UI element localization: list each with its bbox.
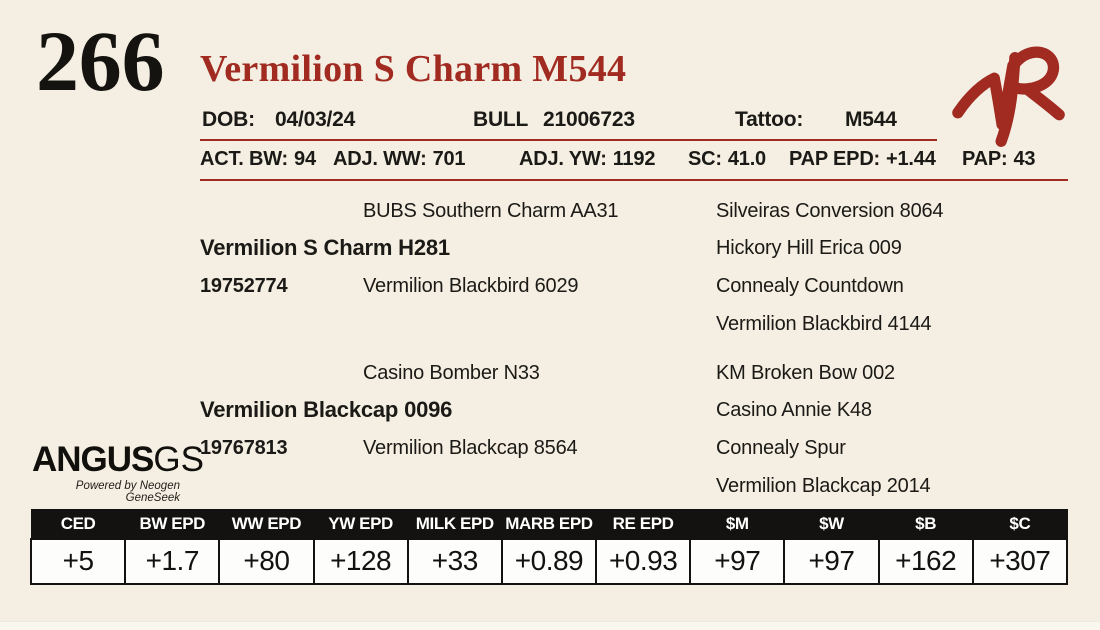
angus-gs-logo: ANGUSGS Powered by Neogen GeneSeek bbox=[32, 440, 204, 504]
epd-table-header: CED BW EPD WW EPD YW EPD MILK EPD MARB E… bbox=[30, 509, 1068, 539]
epd-value-cell: +97 bbox=[689, 537, 786, 585]
epd-value-cell: +128 bbox=[312, 537, 409, 585]
epd-col-header: $M bbox=[689, 509, 785, 539]
stat-value: 41.0 bbox=[727, 148, 766, 170]
angus-gs-tagline: Powered by Neogen GeneSeek bbox=[75, 480, 180, 504]
stat-value: 94 bbox=[294, 148, 316, 170]
epd-value-cell: +0.93 bbox=[595, 537, 692, 585]
epd-col-header: BW EPD bbox=[124, 509, 220, 539]
epd-value-cell: +0.89 bbox=[500, 537, 598, 585]
sire-registration: 19752774 bbox=[200, 275, 288, 297]
registration-number: 21006723 bbox=[543, 108, 635, 131]
dam-grandsire: Casino Bomber N33 bbox=[363, 362, 540, 384]
epd-col-header: MARB EPD bbox=[501, 509, 597, 539]
dam-granddam: Vermilion Blackcap 8564 bbox=[363, 437, 578, 459]
sire-ancestor-3: Connealy Countdown bbox=[716, 275, 904, 297]
divider-line-bottom bbox=[200, 179, 1068, 181]
stat-value: 1192 bbox=[612, 148, 656, 170]
stat-label: ADJ. YW: bbox=[519, 148, 607, 170]
epd-value-cell: +80 bbox=[218, 537, 315, 585]
dam-ancestor-4: Vermilion Blackcap 2014 bbox=[716, 475, 931, 497]
epd-col-header: $W bbox=[783, 509, 880, 539]
sire-grandsire: BUBS Southern Charm AA31 bbox=[363, 200, 619, 222]
stat-pap-epd: PAP EPD: +1.44 bbox=[789, 148, 936, 171]
gs-word: GS bbox=[153, 440, 204, 479]
dam-ancestor-2: Casino Annie K48 bbox=[716, 399, 872, 421]
epd-value-cell: +162 bbox=[877, 537, 974, 585]
performance-stats-row: ACT. BW: 94 ADJ. WW: 701 ADJ. YW: 1192 SC: 4… bbox=[0, 148, 1100, 176]
stat-label: ADJ. WW: bbox=[333, 148, 427, 170]
animal-name-title: Vermilion S Charm M544 bbox=[200, 48, 627, 90]
page-edge-strip bbox=[0, 621, 1100, 630]
epd-table: CED BW EPD WW EPD YW EPD MILK EPD MARB E… bbox=[29, 509, 1069, 585]
epd-value-cell: +5 bbox=[29, 537, 127, 585]
stat-pap: PAP: 43 bbox=[962, 148, 1036, 171]
sire-name: Vermilion S Charm H281 bbox=[200, 235, 450, 260]
stat-label: PAP EPD: bbox=[789, 148, 881, 170]
stat-value: +1.44 bbox=[886, 148, 936, 170]
sire-ancestor-4: Vermilion Blackbird 4144 bbox=[716, 313, 932, 335]
sire-granddam: Vermilion Blackbird 6029 bbox=[363, 275, 579, 297]
divider-line-top bbox=[200, 139, 937, 141]
stat-sc: SC: 41.0 bbox=[688, 148, 766, 171]
epd-col-header: CED bbox=[30, 509, 126, 539]
epd-value-cell: +1.7 bbox=[124, 537, 221, 585]
stat-label: PAP: bbox=[962, 148, 1008, 170]
epd-value-cell: +97 bbox=[783, 537, 880, 585]
angus-gs-wordmark: ANGUSGS bbox=[32, 440, 204, 479]
dob-label: DOB: bbox=[202, 108, 255, 131]
dam-ancestor-1: KM Broken Bow 002 bbox=[716, 362, 895, 384]
stat-label: SC: bbox=[688, 148, 722, 170]
epd-value-cell: +307 bbox=[971, 537, 1069, 585]
stat-adj-yw: ADJ. YW: 1192 bbox=[519, 148, 655, 171]
dob-value: 04/03/24 bbox=[275, 108, 356, 131]
sire-ancestor-2: Hickory Hill Erica 009 bbox=[716, 237, 902, 259]
epd-col-header: WW EPD bbox=[218, 509, 315, 539]
stat-adj-ww: ADJ. WW: 701 bbox=[333, 148, 466, 171]
dam-name: Vermilion Blackcap 0096 bbox=[200, 397, 453, 422]
tattoo-value: M544 bbox=[845, 108, 897, 131]
stat-act-bw: ACT. BW: 94 bbox=[200, 148, 316, 171]
epd-col-header: $B bbox=[878, 509, 974, 539]
sire-ancestor-1: Silveiras Conversion 8064 bbox=[716, 200, 944, 222]
epd-value-row: +5 +1.7 +80 +128 +33 +0.89 +0.93 +97 +97… bbox=[29, 537, 1069, 585]
stat-value: 43 bbox=[1013, 148, 1036, 170]
stat-label: ACT. BW: bbox=[200, 148, 289, 170]
epd-value-cell: +33 bbox=[406, 537, 503, 585]
dam-registration: 19767813 bbox=[200, 437, 288, 459]
stat-value: 701 bbox=[432, 148, 466, 170]
vermilion-ranch-brand-icon bbox=[952, 46, 1065, 147]
sex-label: BULL bbox=[473, 108, 529, 131]
angus-word: ANGUS bbox=[32, 440, 154, 479]
epd-col-header: MILK EPD bbox=[407, 509, 503, 539]
epd-col-header: YW EPD bbox=[313, 509, 409, 539]
epd-col-header: RE EPD bbox=[595, 509, 691, 539]
identification-row: DOB: 04/03/24 BULL 21006723 Tattoo: M544 bbox=[0, 108, 1100, 136]
dam-ancestor-3: Connealy Spur bbox=[716, 437, 846, 459]
epd-col-header: $C bbox=[972, 509, 1068, 539]
tattoo-label: Tattoo: bbox=[735, 108, 804, 131]
lot-number: 266 bbox=[36, 13, 165, 109]
